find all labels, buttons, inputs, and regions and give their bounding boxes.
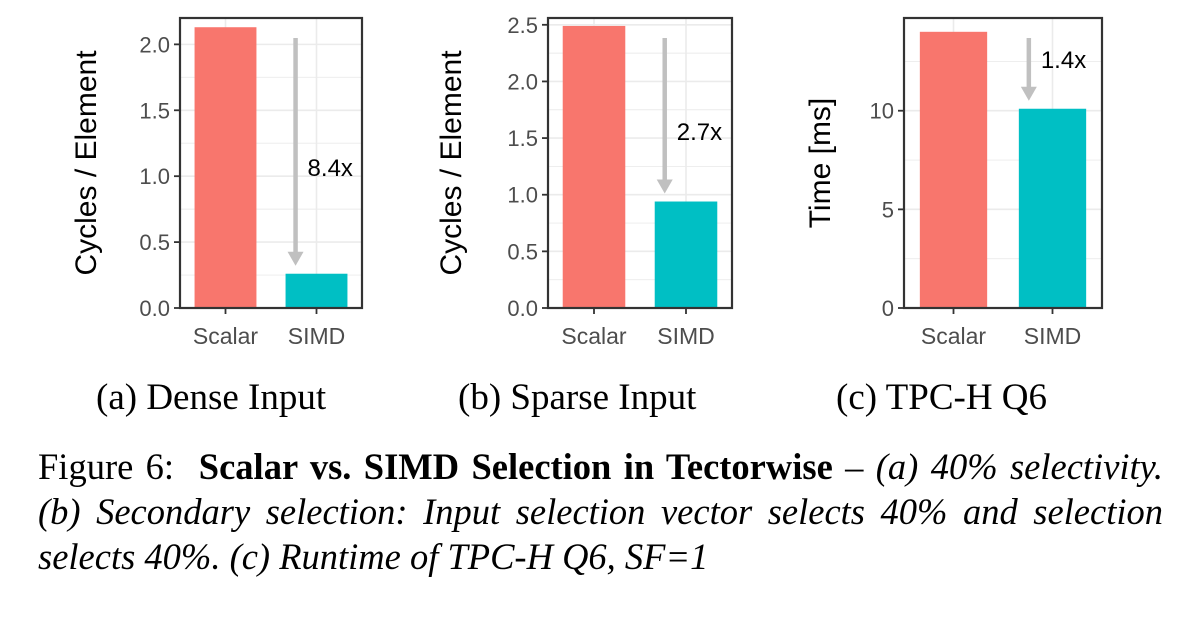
y-tick-label: 0.0	[507, 296, 538, 321]
bar-simd	[654, 201, 718, 308]
subcaption-b: (b) Sparse Input	[458, 377, 697, 418]
x-tick-label: SIMD	[1024, 323, 1082, 349]
y-tick-label: 1.0	[507, 183, 538, 208]
speedup-label: 2.7x	[677, 119, 722, 146]
y-tick-label: 0.5	[139, 230, 170, 255]
y-tick-label: 10	[870, 99, 894, 124]
bar-scalar	[562, 25, 626, 308]
y-tick-label: 2.0	[507, 69, 538, 94]
y-tick-label: 0.0	[139, 296, 170, 321]
chart-3: 1.4x 0 5 10 Scalar SIMD Time [ms]	[804, 16, 1104, 349]
chart-2: 2.7x 0.0 0.5 1.0 1.5 2.0 2.5 Scalar SIMD Cycles /…	[435, 13, 734, 349]
x-tick-label: SIMD	[657, 323, 715, 349]
y-tick-label: 0.5	[507, 239, 538, 264]
speedup-arrow-head	[656, 179, 673, 194]
caption-italic-text: (a) 40% selectivity. (b) Secondary selec…	[38, 446, 1163, 577]
x-tick-label: Scalar	[193, 323, 259, 349]
speedup-label: 8.4x	[308, 155, 353, 182]
speedup-arrow-head	[287, 251, 304, 266]
subcaption-a: (a) Dense Input	[96, 377, 327, 418]
y-tick-label: 0	[882, 296, 894, 321]
chart-1: 8.4x 0.0 0.5 1.0 1.5 2.0 Scalar SIMD Cycles / El…	[70, 16, 364, 349]
bar-simd	[285, 273, 348, 308]
y-tick-label: 2.0	[139, 32, 170, 57]
y-tick-label: 1.5	[507, 126, 538, 151]
panel-border	[902, 16, 1104, 310]
caption-prefix: Figure 6:	[38, 446, 175, 487]
bar-scalar	[194, 27, 257, 309]
caption-bold-title: Scalar vs. SIMD Selection in Tectorwise	[198, 446, 833, 487]
speedup-arrow-head	[1020, 86, 1037, 101]
y-tick-label: 2.5	[507, 13, 538, 38]
y-tick-label: 5	[882, 197, 894, 222]
panel-border	[178, 16, 364, 310]
panel-border	[546, 16, 734, 310]
caption-dash: –	[832, 446, 876, 487]
x-tick-label: Scalar	[921, 323, 987, 349]
subcaption-c: (c) TPC-H Q6	[836, 377, 1048, 418]
figure-charts: 8.4x 0.0 0.5 1.0 1.5 2.0 Scalar SIMD Cycles / El…	[70, 13, 1104, 349]
bar-scalar	[919, 31, 988, 309]
y-tick-label: 1.0	[139, 164, 170, 189]
y-axis-title: Cycles / Element	[70, 50, 103, 276]
speedup-label: 1.4x	[1041, 47, 1086, 74]
bar-simd	[1018, 108, 1087, 309]
y-tick-label: 1.5	[139, 98, 170, 123]
y-axis-title: Time [ms]	[804, 98, 837, 229]
y-axis-title: Cycles / Element	[435, 50, 468, 276]
figure-caption: Figure 6: Scalar vs. SIMD Selection in T…	[38, 444, 1163, 579]
x-tick-label: SIMD	[288, 323, 346, 349]
x-tick-label: Scalar	[561, 323, 627, 349]
